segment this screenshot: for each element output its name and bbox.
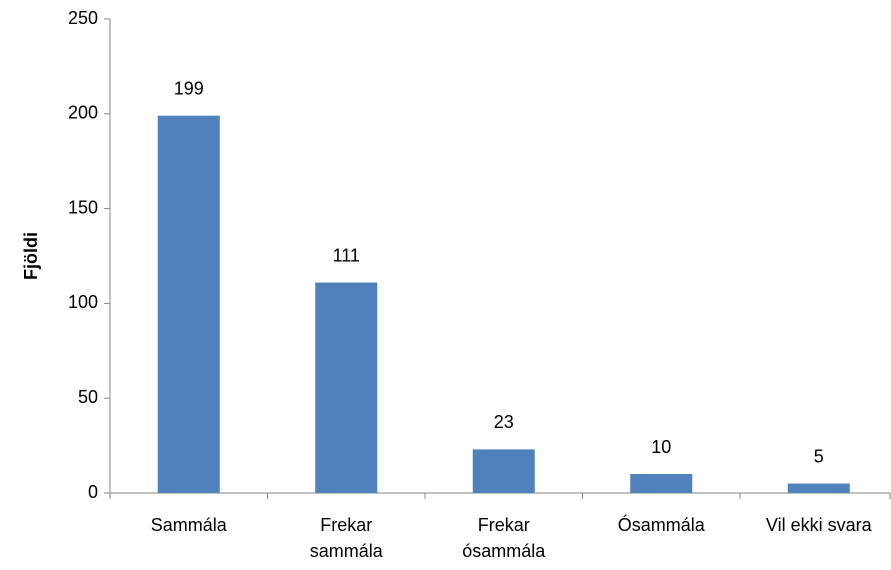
data-label: 23	[494, 412, 514, 432]
y-tick-label: 200	[68, 103, 98, 123]
y-tick-label: 250	[68, 8, 98, 28]
y-tick-label: 100	[68, 292, 98, 312]
bar	[787, 483, 850, 493]
y-tick-label: 150	[68, 197, 98, 217]
y-tick-label: 50	[78, 387, 98, 407]
x-tick-label: Sammála	[151, 515, 228, 535]
data-label: 199	[174, 78, 204, 98]
bar	[472, 449, 535, 493]
x-tick-label: Ósammála	[618, 514, 706, 535]
data-label: 111	[333, 245, 360, 265]
bar	[315, 282, 378, 493]
bar	[630, 474, 693, 493]
bar	[157, 115, 220, 494]
x-tick-label: Frekar sammála	[310, 515, 384, 561]
x-tick-label: Vil ekki svara	[766, 515, 873, 535]
y-tick-label: 0	[88, 482, 98, 502]
data-label: 10	[651, 437, 671, 457]
x-tick-label: Frekar ósammála	[462, 515, 546, 561]
data-label: 5	[814, 446, 824, 466]
y-axis-label: Fjöldi	[21, 232, 41, 280]
